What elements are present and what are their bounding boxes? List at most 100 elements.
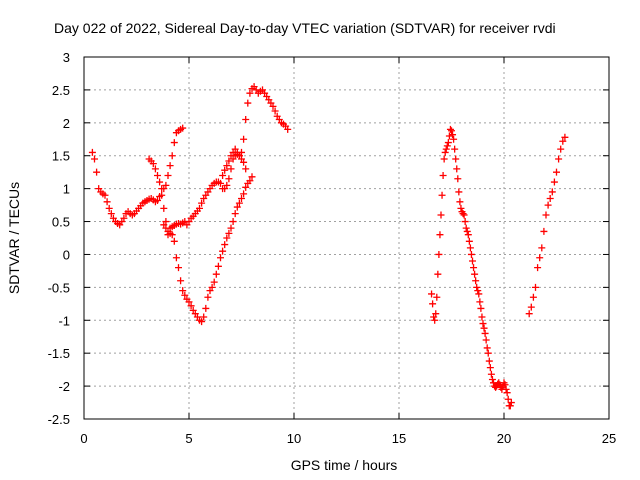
data-point <box>440 155 448 163</box>
data-point <box>462 224 470 232</box>
data-point <box>170 237 178 245</box>
data-point <box>544 201 552 209</box>
data-point <box>181 291 189 299</box>
data-point <box>534 264 542 272</box>
data-point <box>242 165 250 173</box>
data-point <box>149 160 157 168</box>
data-point <box>88 148 96 156</box>
data-point <box>536 254 544 262</box>
data-point <box>162 181 170 189</box>
y-axis-label: SDTVAR / TECUs <box>6 182 22 294</box>
data-point <box>160 204 168 212</box>
data-point <box>225 175 233 183</box>
data-point <box>482 336 490 344</box>
data-point <box>223 234 231 242</box>
y-tick-label: 1.5 <box>52 149 70 164</box>
data-point <box>225 157 233 165</box>
data-point <box>179 287 187 295</box>
data-point <box>269 102 277 110</box>
chart-title: Day 022 of 2022, Sidereal Day-to-day VTE… <box>54 20 556 36</box>
y-tick-label: -1.5 <box>48 346 70 361</box>
data-point <box>225 229 233 237</box>
data-point <box>151 165 159 173</box>
x-tick-label: 5 <box>185 431 192 446</box>
data-point <box>105 204 113 212</box>
data-point <box>93 168 101 176</box>
data-point <box>210 278 218 286</box>
data-point <box>227 224 235 232</box>
data-point <box>219 247 227 255</box>
data-point <box>170 139 178 147</box>
data-point <box>538 244 546 252</box>
data-point <box>198 318 206 326</box>
data-point <box>242 116 250 124</box>
data-point <box>246 89 254 97</box>
data-point <box>553 168 560 176</box>
data-point <box>233 203 241 211</box>
data-point <box>223 162 231 170</box>
data-point <box>454 175 462 183</box>
data-point <box>476 298 484 306</box>
data-point <box>529 293 537 301</box>
grid-lines <box>84 57 609 419</box>
data-point <box>101 191 109 199</box>
data-point <box>507 399 515 407</box>
data-point <box>231 210 239 218</box>
data-point <box>478 313 486 321</box>
data-point <box>196 204 203 212</box>
data-point <box>158 191 166 199</box>
data-point <box>525 310 533 318</box>
data-point <box>477 304 485 312</box>
data-point <box>185 298 193 306</box>
data-point <box>217 254 224 262</box>
data-point <box>451 145 459 153</box>
data-point <box>456 198 464 206</box>
data-point <box>487 370 495 378</box>
data-point <box>244 99 252 107</box>
y-tick-label: 1 <box>63 182 70 197</box>
data-point <box>433 293 441 301</box>
data-point <box>441 148 449 156</box>
data-point <box>177 277 185 285</box>
x-tick-label: 20 <box>497 431 511 446</box>
data-point <box>444 139 452 147</box>
data-point <box>561 133 569 141</box>
data-point <box>470 264 478 272</box>
data-point <box>107 210 115 218</box>
data-point <box>435 250 443 258</box>
data-point <box>481 329 489 337</box>
data-point <box>445 132 453 140</box>
data-point <box>555 155 563 163</box>
data-point <box>467 250 475 258</box>
data-point <box>475 290 483 298</box>
y-tick-label: 0 <box>63 247 70 262</box>
data-point <box>443 142 451 150</box>
data-point <box>479 320 487 328</box>
data-point <box>448 127 455 135</box>
data-point <box>437 211 445 219</box>
data-point <box>452 155 460 163</box>
data-point <box>450 135 458 143</box>
data-point <box>466 244 474 252</box>
data-point <box>436 231 444 239</box>
data-point <box>219 171 227 179</box>
series-6 <box>525 133 569 318</box>
data-point <box>501 381 509 389</box>
y-tick-label: 3 <box>63 50 70 65</box>
data-point <box>103 198 111 206</box>
data-point <box>459 210 467 218</box>
data-point <box>154 171 161 179</box>
data-point <box>240 158 248 166</box>
y-tick-label: -1 <box>58 313 70 328</box>
x-axis-label: GPS time / hours <box>291 457 398 473</box>
y-tick-label: 2.5 <box>52 83 70 98</box>
data-point <box>486 364 494 372</box>
data-point <box>166 162 174 170</box>
data-point <box>434 270 442 278</box>
data-point <box>168 152 176 160</box>
data-point <box>242 183 250 191</box>
data-point <box>198 199 206 207</box>
series-5 <box>428 125 515 410</box>
data-point <box>472 277 480 285</box>
data-point <box>431 316 439 324</box>
